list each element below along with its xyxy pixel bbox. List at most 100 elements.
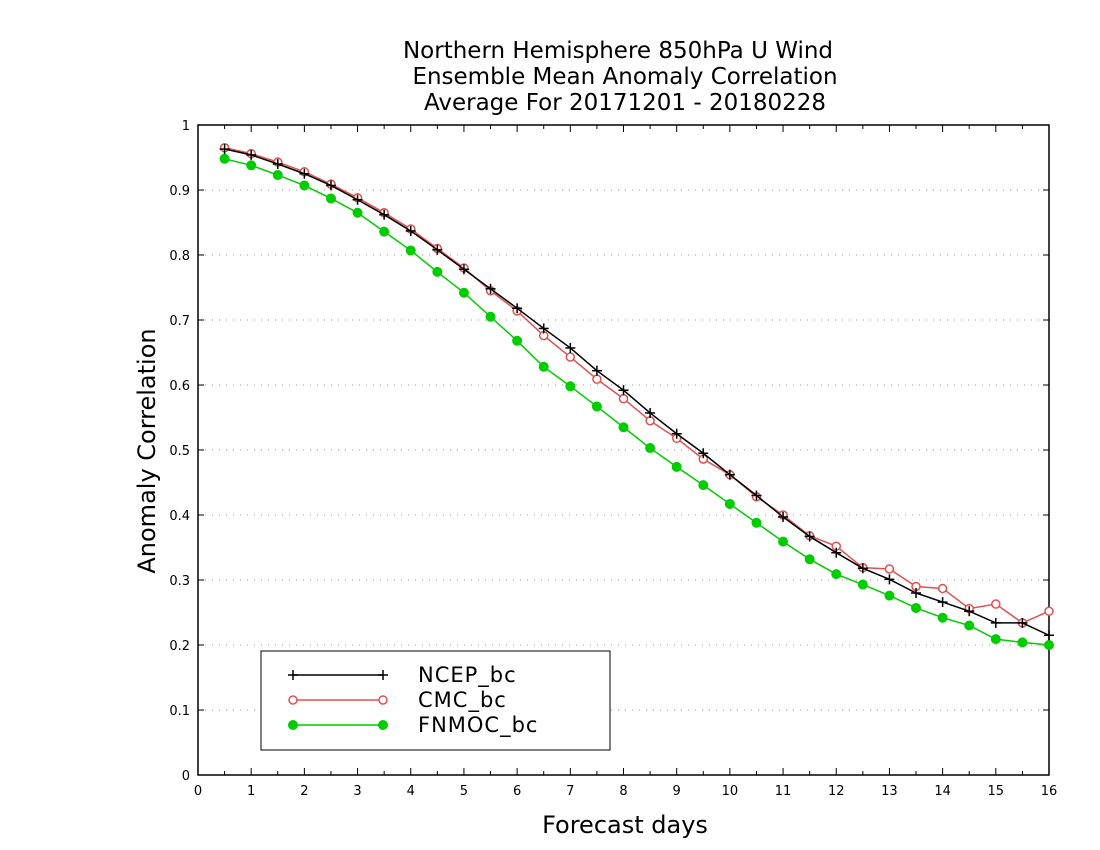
x-tick-label-14: 14 (934, 784, 951, 799)
point-ncep-bc-7 (405, 225, 416, 236)
point-ncep-bc-11 (512, 303, 523, 314)
x-tick-label-4: 4 (407, 784, 415, 799)
y-tick-label-3: 0.3 (169, 574, 190, 589)
point-ncep-bc-6 (379, 209, 390, 220)
point-fnmoc-bc-30 (1017, 637, 1028, 648)
point-cmc-bc-25 (884, 564, 895, 574)
chart-title: Northern Hemisphere 850hPa U Wind Ensemb… (403, 38, 838, 116)
x-tick-label-6: 6 (513, 784, 521, 799)
point-ncep-bc-21 (778, 511, 789, 522)
point-ncep-bc-12 (538, 323, 549, 334)
point-ncep-bc-26 (911, 588, 922, 598)
point-fnmoc-bc-11 (512, 335, 523, 346)
point-fnmoc-bc-20 (751, 517, 762, 528)
point-fnmoc-bc-31 (1044, 640, 1054, 650)
point-fnmoc-bc-23 (831, 569, 842, 580)
y-tick-label-0: 0 (182, 769, 190, 784)
point-ncep-bc-13 (565, 342, 576, 353)
point-ncep-bc-27 (937, 597, 948, 608)
x-tick-label-16: 16 (1041, 784, 1058, 799)
point-ncep-bc-29 (990, 617, 1001, 628)
point-fnmoc-bc-12 (538, 361, 549, 372)
point-fnmoc-bc-13 (565, 381, 576, 392)
x-tick-label-0: 0 (194, 784, 202, 799)
point-fnmoc-bc-28 (964, 620, 975, 631)
point-fnmoc-bc-5 (352, 207, 363, 218)
point-ncep-bc-22 (804, 531, 815, 542)
legend-marker-start-fnmoc-bc (288, 720, 298, 730)
x-tick-label-13: 13 (881, 784, 898, 799)
point-ncep-bc-10 (485, 283, 496, 294)
legend-marker-end-ncep-bc (378, 670, 388, 680)
point-ncep-bc-8 (432, 244, 443, 255)
y-tick-label-4: 0.4 (169, 509, 190, 524)
point-ncep-bc-15 (618, 385, 629, 396)
point-fnmoc-bc-15 (618, 422, 629, 433)
x-tick-label-12: 12 (828, 784, 845, 799)
point-fnmoc-bc-25 (884, 590, 895, 601)
point-fnmoc-bc-4 (325, 193, 336, 204)
legend-label-fnmoc-bc: FNMOC_bc (418, 713, 538, 738)
y-tick-label-2: 0.2 (169, 639, 190, 654)
axes: 00.10.20.30.40.50.60.70.80.910 1 2 3 4 5 6 7 8 9 1… (169, 119, 1057, 799)
point-cmc-bc-31 (1044, 606, 1054, 616)
series-lines (219, 143, 1054, 650)
point-ncep-bc-23 (831, 547, 842, 558)
x-tick-label-5: 5 (460, 784, 468, 799)
point-ncep-bc-14 (591, 365, 602, 376)
legend-marker-start-ncep-bc (288, 670, 298, 680)
y-tick-label-7: 0.7 (169, 314, 190, 329)
point-fnmoc-bc-7 (405, 245, 416, 256)
x-tick-label-2: 2 (300, 784, 308, 799)
point-ncep-bc-19 (724, 469, 735, 480)
x-tick-label-7: 7 (566, 784, 574, 799)
point-ncep-bc-17 (671, 428, 682, 439)
x-tick-label-15: 15 (988, 784, 1005, 799)
x-axis-label: Forecast days (542, 811, 708, 839)
point-fnmoc-bc-1 (246, 160, 257, 171)
legend-marker-start-cmc-bc (288, 695, 298, 705)
gridlines (198, 189, 1049, 711)
x-tick-label-10: 10 (722, 784, 739, 799)
point-fnmoc-bc-27 (937, 612, 948, 623)
point-ncep-bc-30 (1017, 617, 1028, 628)
point-ncep-bc-16 (645, 407, 656, 418)
point-fnmoc-bc-18 (698, 480, 709, 491)
y-tick-label-5: 0.5 (169, 444, 190, 459)
point-ncep-bc-0 (219, 144, 230, 155)
point-cmc-bc-14 (592, 374, 602, 384)
y-tick-label-9: 0.9 (169, 184, 190, 199)
point-ncep-bc-24 (857, 563, 868, 574)
point-fnmoc-bc-6 (379, 226, 390, 237)
point-cmc-bc-29 (991, 599, 1001, 609)
point-fnmoc-bc-22 (804, 554, 815, 565)
title-line-2: Ensemble Mean Anomaly Correlation (412, 64, 837, 90)
x-tick-label-9: 9 (673, 784, 681, 799)
y-tick-label-1: 0.1 (169, 704, 190, 719)
point-cmc-bc-13 (565, 352, 576, 362)
y-axis-label: Anomaly Correlation (133, 328, 161, 573)
point-ncep-bc-2 (272, 159, 283, 169)
y-tick-label-8: 0.8 (169, 249, 190, 264)
title-line-1: Northern Hemisphere 850hPa U Wind (403, 38, 833, 64)
point-ncep-bc-20 (751, 490, 762, 501)
point-fnmoc-bc-24 (857, 579, 868, 590)
series-line-ncep-bc (224, 148, 1050, 636)
point-fnmoc-bc-29 (990, 634, 1001, 645)
point-fnmoc-bc-21 (778, 536, 789, 547)
point-fnmoc-bc-14 (591, 401, 602, 412)
title-line-3: Average For 20171201 - 20180228 (424, 90, 826, 116)
point-ncep-bc-31 (1044, 630, 1054, 641)
point-cmc-bc-27 (937, 583, 948, 594)
point-fnmoc-bc-10 (485, 311, 496, 322)
x-tick-label-3: 3 (353, 784, 361, 799)
series-line-cmc-bc (224, 147, 1050, 624)
point-ncep-bc-3 (299, 168, 310, 179)
point-fnmoc-bc-9 (458, 287, 469, 298)
y-tick-label-10: 1 (182, 119, 190, 134)
point-fnmoc-bc-8 (432, 266, 443, 277)
y-tick-label-6: 0.6 (169, 379, 190, 394)
point-fnmoc-bc-26 (911, 602, 922, 613)
